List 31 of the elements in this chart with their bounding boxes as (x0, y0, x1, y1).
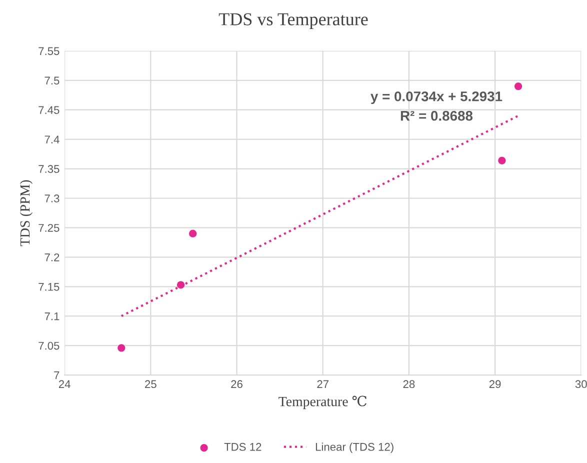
y-tick-label: 7.35 (38, 165, 60, 173)
x-tick-label: 29 (489, 380, 501, 388)
y-tick-label: 7.45 (38, 106, 60, 114)
y-tick-label: 7.25 (38, 224, 60, 232)
point (118, 344, 126, 352)
x-axis-title: Temperature ℃ (278, 396, 367, 410)
y-tick-label: 7.15 (38, 283, 60, 291)
legend-label: TDS 12 (224, 442, 262, 451)
x-tick-label: 27 (317, 380, 328, 388)
y-tick-label: 7.3 (44, 194, 60, 202)
y-tick-label: 7.1 (44, 312, 60, 320)
y-tick-label: 7 (54, 371, 60, 380)
point (498, 156, 506, 164)
x-tick-label: 25 (145, 380, 156, 388)
y-tick-label: 7.5 (44, 76, 60, 85)
y-tick-label: 7.4 (44, 136, 60, 144)
point (189, 230, 197, 238)
annotation: y = 0.0734x + 5.2931 (370, 91, 502, 104)
x-tick-label: 24 (58, 380, 70, 388)
x-tick-label: 30 (575, 380, 587, 388)
legend-label: Linear (TDS 12) (316, 442, 394, 453)
point (514, 82, 522, 90)
x-tick-label: 26 (231, 380, 242, 388)
chart-title: TDS vs Temperature (218, 13, 368, 30)
annotation: R² = 0.8688 (400, 110, 473, 121)
x-tick-label: 28 (403, 380, 415, 388)
y-axis-title: TDS (PPM) (20, 180, 33, 246)
point (176, 281, 185, 289)
y-tick-label: 7.2 (44, 253, 60, 262)
y-tick-label: 7.55 (38, 47, 60, 56)
y-tick-label: 7.05 (38, 342, 60, 350)
